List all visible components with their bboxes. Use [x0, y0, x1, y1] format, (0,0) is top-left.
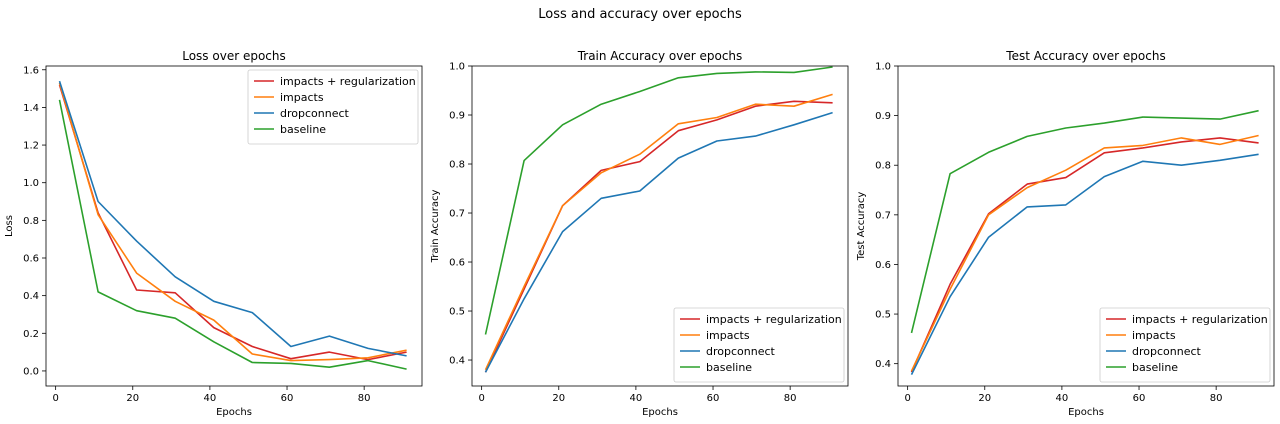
- y-tick-label: 0.4: [23, 291, 39, 302]
- legend-label: dropconnect: [280, 107, 350, 120]
- series-line: [910, 137, 1259, 373]
- x-tick-label: 60: [707, 393, 720, 404]
- subplot-2: Train Accuracy over epochs 0 20 40 60 80 0.4 0.…: [430, 49, 849, 418]
- y-tick-label: 0.4: [449, 356, 465, 367]
- y-tick-label: 1.0: [875, 62, 891, 73]
- x-tick-label: 20: [552, 393, 565, 404]
- legend-label: impacts: [1132, 329, 1176, 342]
- series-line: [484, 66, 833, 335]
- y-tick-label: 0.0: [23, 366, 39, 377]
- y-axis-label: Test Accuracy: [856, 192, 867, 262]
- legend: impacts + regularization impacts dropconne…: [673, 307, 845, 383]
- legend-frame: [1099, 307, 1271, 383]
- legend-label: impacts + regularization: [706, 313, 842, 326]
- y-tick-label: 0.9: [449, 111, 465, 122]
- y-tick-label: 0.4: [875, 359, 891, 370]
- y-tick-label: 1.0: [23, 178, 39, 189]
- subplot-title: Loss over epochs: [182, 49, 286, 63]
- x-tick-label: 40: [204, 393, 217, 404]
- y-tick-label: 1.6: [23, 65, 39, 76]
- plot-frame: [471, 65, 849, 387]
- y-tick-label: 0.2: [23, 329, 39, 340]
- legend-label: dropconnect: [1132, 345, 1202, 358]
- y-tick-label: 0.6: [875, 260, 891, 271]
- legend-frame: [673, 307, 845, 383]
- y-tick-label: 0.6: [23, 254, 39, 265]
- legend-label: impacts + regularization: [1132, 313, 1268, 326]
- y-axis-label: Train Accuracy: [430, 190, 441, 264]
- x-tick-label: 80: [784, 393, 797, 404]
- x-tick-label: 0: [52, 393, 58, 404]
- legend-label: dropconnect: [706, 345, 776, 358]
- x-tick-label: 60: [1133, 393, 1146, 404]
- y-tick-label: 0.5: [449, 307, 465, 318]
- x-axis-label: Epochs: [216, 407, 252, 418]
- y-axis-label: Loss: [4, 215, 15, 237]
- x-tick-label: 0: [904, 393, 910, 404]
- x-tick-label: 20: [126, 393, 139, 404]
- legend: impacts + regularization impacts dropconne…: [247, 69, 419, 145]
- y-tick-label: 0.9: [875, 111, 891, 122]
- x-axis-label: Epochs: [1068, 407, 1104, 418]
- y-tick-label: 0.8: [449, 160, 465, 171]
- x-tick-label: 80: [1210, 393, 1223, 404]
- legend-label: impacts: [280, 91, 324, 104]
- subplot-1: Loss over epochs 0 20 40 60 80 0.0 0.2 0.4 0.6 0.8…: [4, 49, 423, 418]
- x-tick-label: 0: [478, 393, 484, 404]
- series-line: [484, 93, 833, 371]
- subplot-title: Test Accuracy over epochs: [1005, 49, 1165, 63]
- legend: impacts + regularization impacts dropconne…: [1099, 307, 1271, 383]
- series-line: [910, 153, 1259, 375]
- subplot-title: Train Accuracy over epochs: [577, 49, 743, 63]
- series-line: [484, 111, 833, 373]
- legend-label: baseline: [1132, 361, 1178, 374]
- legend-label: impacts: [706, 329, 750, 342]
- y-tick-label: 0.7: [449, 209, 465, 220]
- legend-label: impacts + regularization: [280, 75, 416, 88]
- series-line: [58, 80, 407, 357]
- x-tick-label: 60: [281, 393, 294, 404]
- y-tick-label: 0.8: [875, 161, 891, 172]
- x-tick-label: 40: [630, 393, 643, 404]
- legend-label: baseline: [706, 361, 752, 374]
- x-tick-label: 40: [1056, 393, 1069, 404]
- y-tick-label: 0.5: [875, 310, 891, 321]
- series-line: [910, 109, 1259, 334]
- x-tick-label: 20: [978, 393, 991, 404]
- y-tick-label: 0.7: [875, 210, 891, 221]
- y-tick-label: 1.2: [23, 141, 39, 152]
- series-line: [910, 134, 1259, 372]
- plot-frame: [897, 65, 1275, 387]
- legend-label: baseline: [280, 123, 326, 136]
- x-tick-label: 80: [358, 393, 371, 404]
- subplot-3: Test Accuracy over epochs 0 20 40 60 80 0.4 0.5…: [856, 49, 1275, 418]
- y-tick-label: 1.0: [449, 62, 465, 73]
- series-line: [58, 82, 407, 362]
- figure-suptitle: Loss and accuracy over epochs: [538, 7, 742, 22]
- plot-frame: [45, 65, 423, 387]
- y-tick-label: 0.6: [449, 258, 465, 269]
- legend-frame: [247, 69, 419, 145]
- y-tick-label: 0.8: [23, 216, 39, 227]
- x-axis-label: Epochs: [642, 407, 678, 418]
- series-line: [58, 99, 407, 370]
- y-tick-label: 1.4: [23, 103, 39, 114]
